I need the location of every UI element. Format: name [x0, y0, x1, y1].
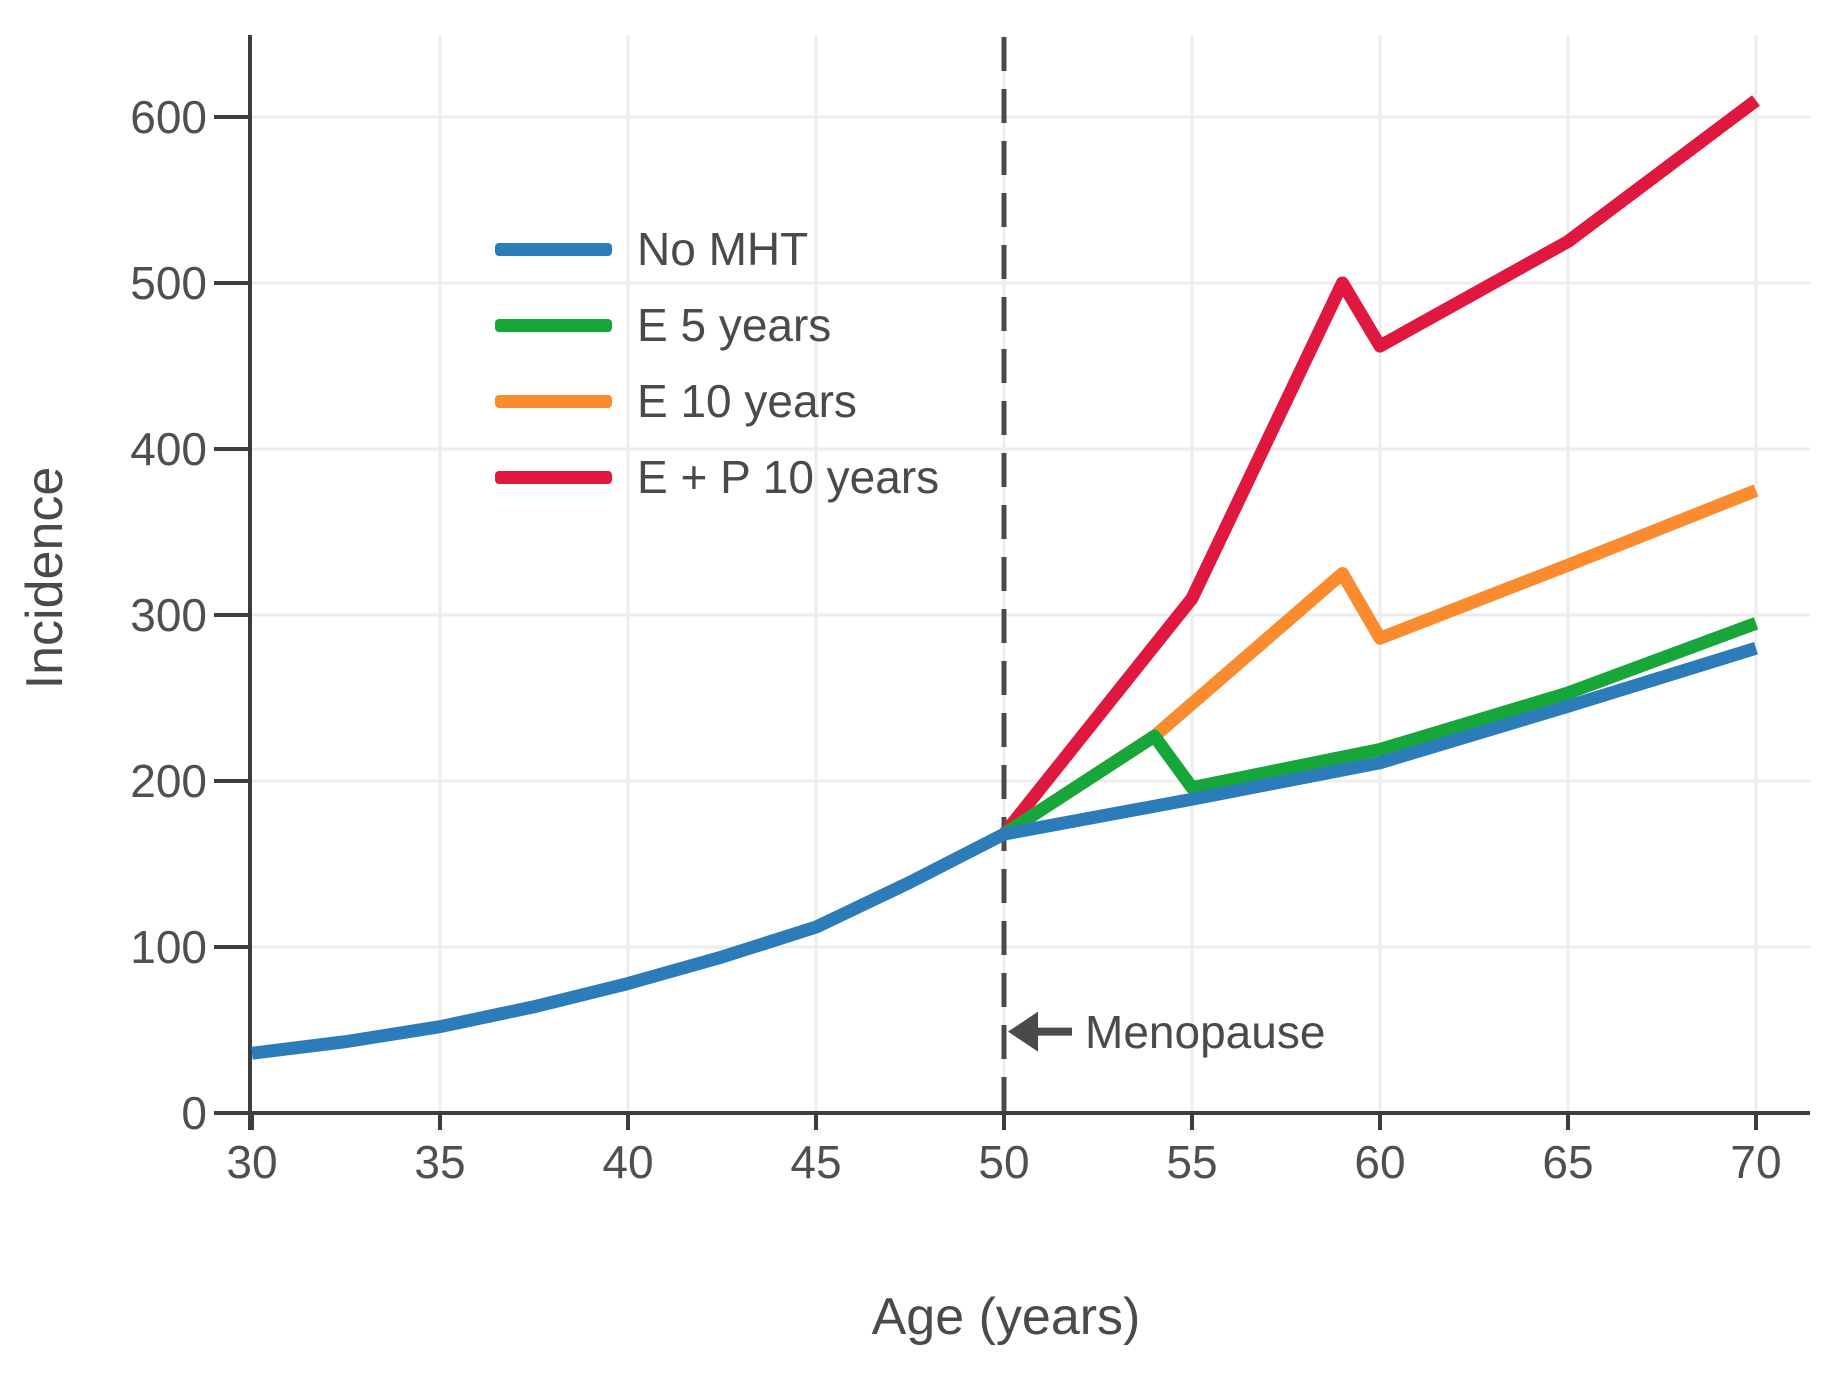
y-tick-label: 500 [130, 257, 207, 309]
x-tick-label: 35 [414, 1136, 465, 1188]
legend-swatch-e-p-10-years [495, 470, 612, 484]
legend-swatch-e-10-years [495, 394, 612, 408]
x-tick-label: 50 [978, 1136, 1029, 1188]
x-tick-label: 70 [1730, 1136, 1781, 1188]
x-tick-label: 60 [1354, 1136, 1405, 1188]
y-tick-label: 0 [181, 1087, 207, 1139]
y-axis-title: Incidence [16, 466, 74, 690]
x-tick-label: 55 [1166, 1136, 1217, 1188]
series-line-e-5-years [1000, 617, 1759, 840]
y-tick-label: 100 [130, 921, 207, 973]
legend-label: No MHT [637, 223, 809, 275]
legend-item-e-10-years: E 10 years [495, 363, 939, 439]
y-tick-label: 200 [130, 755, 207, 807]
menopause-annotation-label: Menopause [1085, 1006, 1326, 1058]
y-tick-label: 300 [130, 589, 207, 641]
x-tick-label: 30 [226, 1136, 277, 1188]
legend-label: E + P 10 years [637, 451, 940, 503]
legend-item-e-5-years: E 5 years [495, 287, 939, 363]
series-line-no-mht [251, 641, 1758, 1060]
legend-item-no-mht: No MHT [495, 211, 939, 287]
legend-label: E 10 years [637, 375, 857, 427]
y-tick-label: 600 [130, 91, 207, 143]
legend: No MHT E 5 years E 10 years E + P 10 yea… [495, 211, 939, 515]
series-line-e-p-10-years [998, 95, 1760, 839]
menopause-arrow-head [1008, 1011, 1038, 1052]
legend-label: E 5 years [637, 299, 832, 351]
legend-swatch-no-mht [495, 242, 612, 256]
x-tick-label: 45 [790, 1136, 841, 1188]
y-tick-label: 400 [130, 423, 207, 475]
x-tick-label: 40 [602, 1136, 653, 1188]
legend-item-e-p-10-years: E + P 10 years [495, 439, 939, 515]
x-tick-label: 65 [1542, 1136, 1593, 1188]
legend-swatch-e-5-years [495, 318, 612, 332]
x-axis-title: Age (years) [871, 1288, 1141, 1346]
